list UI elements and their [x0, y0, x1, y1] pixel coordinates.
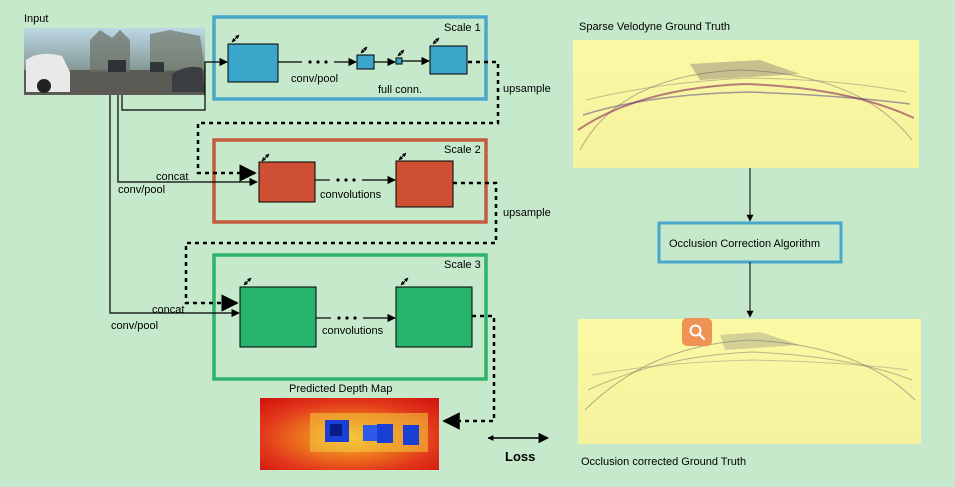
scale-2-frame [212, 138, 488, 224]
sparse-gt-image [573, 40, 919, 168]
scale-2-block-a [258, 161, 316, 203]
scale-1-pool-block [356, 54, 375, 70]
occlusion-algo-label: Occlusion Correction Algorithm [669, 238, 820, 250]
upsample-edge-2 [184, 181, 498, 312]
ellipsis-dots [336, 178, 356, 182]
sparse-gt-label: Sparse Velodyne Ground Truth [579, 21, 730, 33]
edge [121, 95, 206, 111]
upsample-label-2: upsample [503, 207, 551, 219]
scale-1-conv-block [227, 43, 279, 83]
upsample-edge-1 [196, 60, 500, 182]
output-edge [442, 314, 496, 430]
input-label: Input [24, 13, 48, 25]
ellipsis-dots [308, 60, 328, 64]
full-conn-label: full conn. [378, 84, 422, 96]
conv-pool-label-2: conv/pool [118, 184, 165, 196]
predicted-depth-label: Predicted Depth Map [289, 383, 392, 395]
convolutions-label-1: convolutions [320, 189, 382, 201]
conv-pool-label-1: conv/pool [291, 73, 338, 85]
corrected-gt-image [578, 319, 921, 444]
edge [117, 95, 258, 187]
conv-pool-label-3: conv/pool [111, 320, 158, 332]
scale-1-label: Scale 1 [444, 22, 481, 34]
scale-2-label: Scale 2 [444, 144, 481, 156]
scale-3-label: Scale 3 [444, 259, 481, 271]
scale-3-block-a [239, 286, 317, 348]
convolutions-label-2: convolutions [322, 325, 384, 337]
input-image [24, 28, 205, 95]
scale-1-output-block [429, 45, 468, 75]
scale-3-frame [212, 253, 488, 381]
scale-2-block-b [395, 160, 454, 208]
corrected-gt-label: Occlusion corrected Ground Truth [581, 456, 746, 468]
ellipsis-dots [337, 316, 357, 320]
concat-label-2: concat [152, 304, 184, 316]
edge [204, 57, 228, 95]
upsample-label-1: upsample [503, 83, 551, 95]
scale-1-frame [212, 15, 488, 101]
resize-arrow-icon [231, 34, 440, 286]
concat-label-1: concat [156, 171, 188, 183]
predicted-depth-map-image [260, 398, 439, 470]
loss-label: Loss [505, 449, 535, 464]
search-icon[interactable] [682, 318, 712, 346]
edge [109, 95, 240, 318]
scale-3-block-b [395, 286, 473, 348]
scale-1-fc-block [395, 57, 403, 65]
